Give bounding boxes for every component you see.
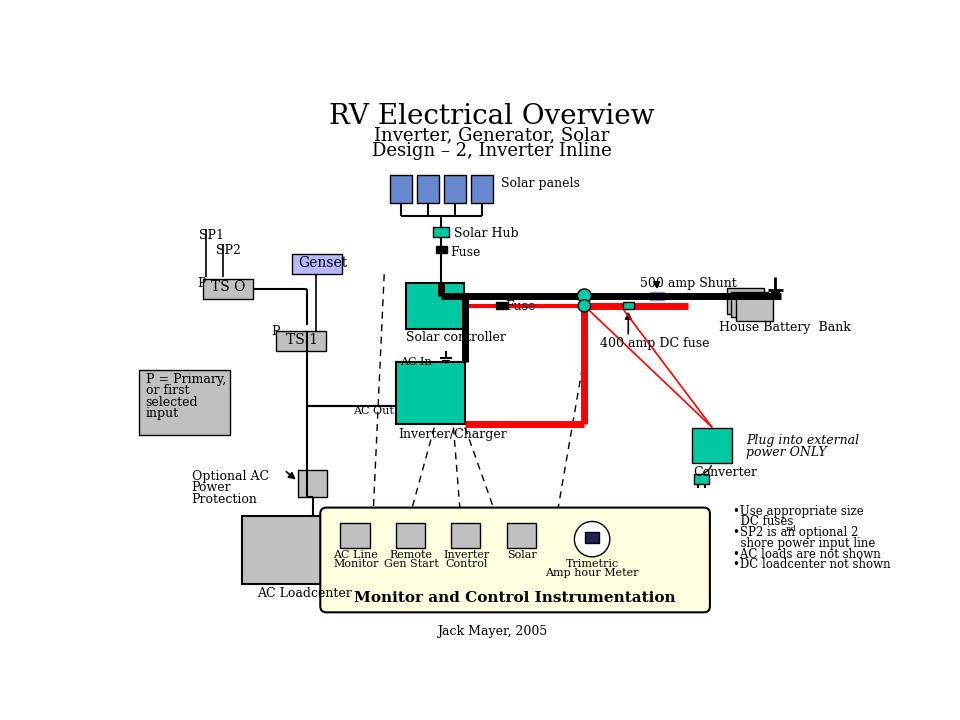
Text: 400 amp DC fuse: 400 amp DC fuse <box>600 337 709 350</box>
Text: Design – 2, Inverter Inline: Design – 2, Inverter Inline <box>372 142 612 160</box>
Bar <box>507 523 536 548</box>
Text: Solar panels: Solar panels <box>501 177 580 190</box>
Text: Gen Start: Gen Start <box>384 559 439 570</box>
Bar <box>436 246 446 253</box>
Text: P = Primary,: P = Primary, <box>146 373 226 386</box>
Bar <box>391 175 412 202</box>
Text: Genset: Genset <box>298 256 348 270</box>
Text: Solar Hub: Solar Hub <box>453 228 518 240</box>
Text: selected: selected <box>146 396 198 409</box>
Text: House Battery  Bank: House Battery Bank <box>719 321 851 334</box>
Bar <box>444 175 466 202</box>
Text: TS O: TS O <box>211 280 246 294</box>
Text: Inverter, Generator, Solar: Inverter, Generator, Solar <box>374 127 610 145</box>
Bar <box>276 331 326 351</box>
Bar <box>650 292 663 300</box>
Bar <box>623 302 634 309</box>
Text: Fuse: Fuse <box>505 300 536 313</box>
Text: •SP2 is an optional 2: •SP2 is an optional 2 <box>733 526 858 539</box>
Bar <box>292 254 342 274</box>
Text: Converter: Converter <box>694 466 757 479</box>
Bar <box>496 302 507 309</box>
Text: AC Line: AC Line <box>333 550 378 560</box>
Text: AC Loadcenter: AC Loadcenter <box>257 587 352 600</box>
Text: TS 1: TS 1 <box>286 333 318 347</box>
Text: Solar: Solar <box>507 550 537 560</box>
Text: RV Electrical Overview: RV Electrical Overview <box>329 104 655 130</box>
Bar <box>396 523 425 548</box>
Bar <box>736 296 773 321</box>
Text: nd: nd <box>786 525 797 533</box>
Bar <box>242 516 328 584</box>
Text: Monitor: Monitor <box>333 559 378 570</box>
Text: •AC loads are not shown: •AC loads are not shown <box>733 548 880 561</box>
Bar <box>732 292 768 318</box>
Bar <box>471 175 492 202</box>
Text: shore power input line: shore power input line <box>733 537 876 550</box>
Text: Solar controller: Solar controller <box>406 331 506 344</box>
Text: or first: or first <box>146 384 189 397</box>
Text: SP1: SP1 <box>199 229 224 242</box>
Bar <box>396 362 465 423</box>
FancyBboxPatch shape <box>321 508 709 612</box>
Text: Fuse: Fuse <box>450 246 481 258</box>
Text: P: P <box>197 277 205 290</box>
Text: power ONLY: power ONLY <box>746 446 827 459</box>
Bar <box>694 474 709 484</box>
Text: Protection: Protection <box>192 493 257 506</box>
Text: Monitor and Control Instrumentation: Monitor and Control Instrumentation <box>354 590 676 605</box>
Text: DC fuses: DC fuses <box>733 516 793 528</box>
Text: •Use appropriate size: •Use appropriate size <box>733 505 864 518</box>
Text: Plug into external: Plug into external <box>746 434 859 447</box>
Text: •DC loadcenter not shown: •DC loadcenter not shown <box>733 559 891 572</box>
Text: P: P <box>271 325 279 338</box>
Bar <box>451 523 480 548</box>
Circle shape <box>578 289 591 303</box>
Text: Optional AC: Optional AC <box>192 470 269 483</box>
Text: Inverter: Inverter <box>444 550 490 560</box>
Text: Inverter/Charger: Inverter/Charger <box>398 428 507 441</box>
Circle shape <box>574 521 610 557</box>
Text: Amp hour Meter: Amp hour Meter <box>545 568 638 578</box>
Text: SP2: SP2 <box>216 244 240 257</box>
Bar <box>139 370 230 435</box>
Text: AC Out: AC Out <box>353 406 395 416</box>
Circle shape <box>578 300 590 312</box>
Bar <box>434 228 449 238</box>
Text: input: input <box>146 408 179 420</box>
Bar <box>586 532 599 543</box>
Bar <box>406 283 464 329</box>
Bar <box>418 175 439 202</box>
Text: Jack Mayer, 2005: Jack Mayer, 2005 <box>437 626 547 639</box>
Bar <box>204 279 253 299</box>
Text: Control: Control <box>445 559 488 570</box>
Bar <box>340 523 370 548</box>
Bar <box>298 470 327 497</box>
Text: 500 amp Shunt: 500 amp Shunt <box>639 276 736 289</box>
Bar <box>727 288 764 313</box>
Bar <box>692 428 732 463</box>
Text: AC In: AC In <box>399 357 431 367</box>
Text: Power: Power <box>192 482 231 495</box>
Text: Trimetric: Trimetric <box>565 559 619 570</box>
Text: Remote: Remote <box>390 550 433 560</box>
